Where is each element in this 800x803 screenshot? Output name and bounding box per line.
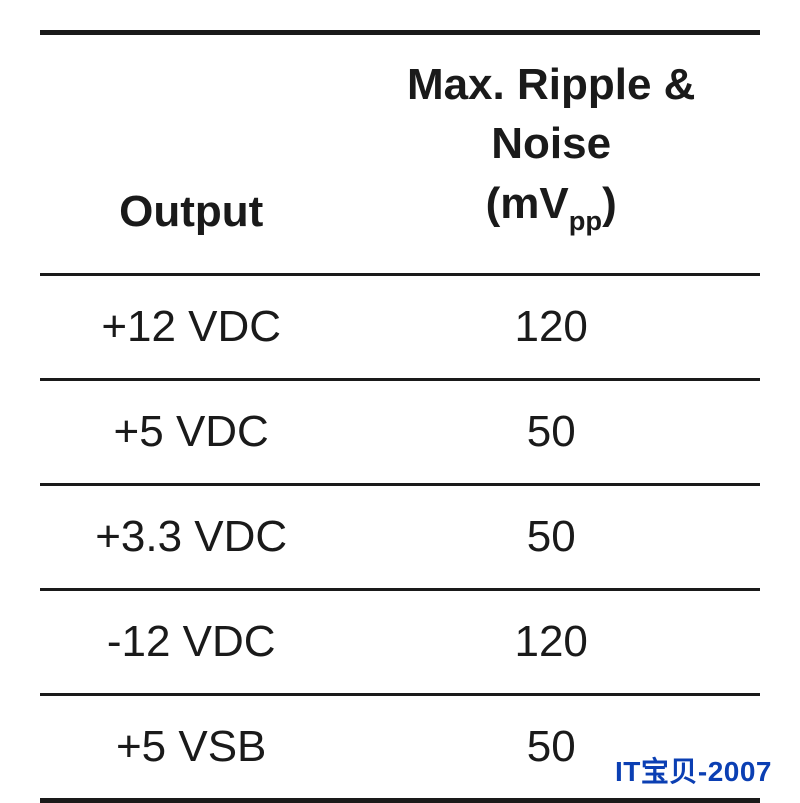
col-header-output: Output [40, 33, 342, 275]
ripple-header-line1: Max. Ripple & Noise [407, 60, 696, 168]
cell-ripple: 50 [342, 380, 760, 485]
cell-output: +5 VDC [40, 380, 342, 485]
ripple-header-unit-sub: pp [569, 205, 602, 236]
ripple-header-unit-prefix: (mV [486, 179, 569, 228]
spec-table: Output Max. Ripple & Noise (mVpp) +12 VD… [40, 30, 760, 803]
table-row: +5 VDC 50 [40, 380, 760, 485]
table-header-row: Output Max. Ripple & Noise (mVpp) [40, 33, 760, 275]
col-header-ripple: Max. Ripple & Noise (mVpp) [342, 33, 760, 275]
cell-output: -12 VDC [40, 590, 342, 695]
cell-output: +12 VDC [40, 275, 342, 380]
table-row: +3.3 VDC 50 [40, 485, 760, 590]
cell-ripple: 50 [342, 485, 760, 590]
cell-output: +3.3 VDC [40, 485, 342, 590]
watermark-text: IT宝贝-2007 [615, 750, 772, 790]
table-row: +12 VDC 120 [40, 275, 760, 380]
cell-output: +5 VSB [40, 695, 342, 801]
cell-ripple: 120 [342, 590, 760, 695]
table-row: -12 VDC 120 [40, 590, 760, 695]
ripple-header-unit-suffix: ) [602, 179, 617, 228]
spec-table-container: Output Max. Ripple & Noise (mVpp) +12 VD… [0, 0, 800, 803]
cell-ripple: 120 [342, 275, 760, 380]
